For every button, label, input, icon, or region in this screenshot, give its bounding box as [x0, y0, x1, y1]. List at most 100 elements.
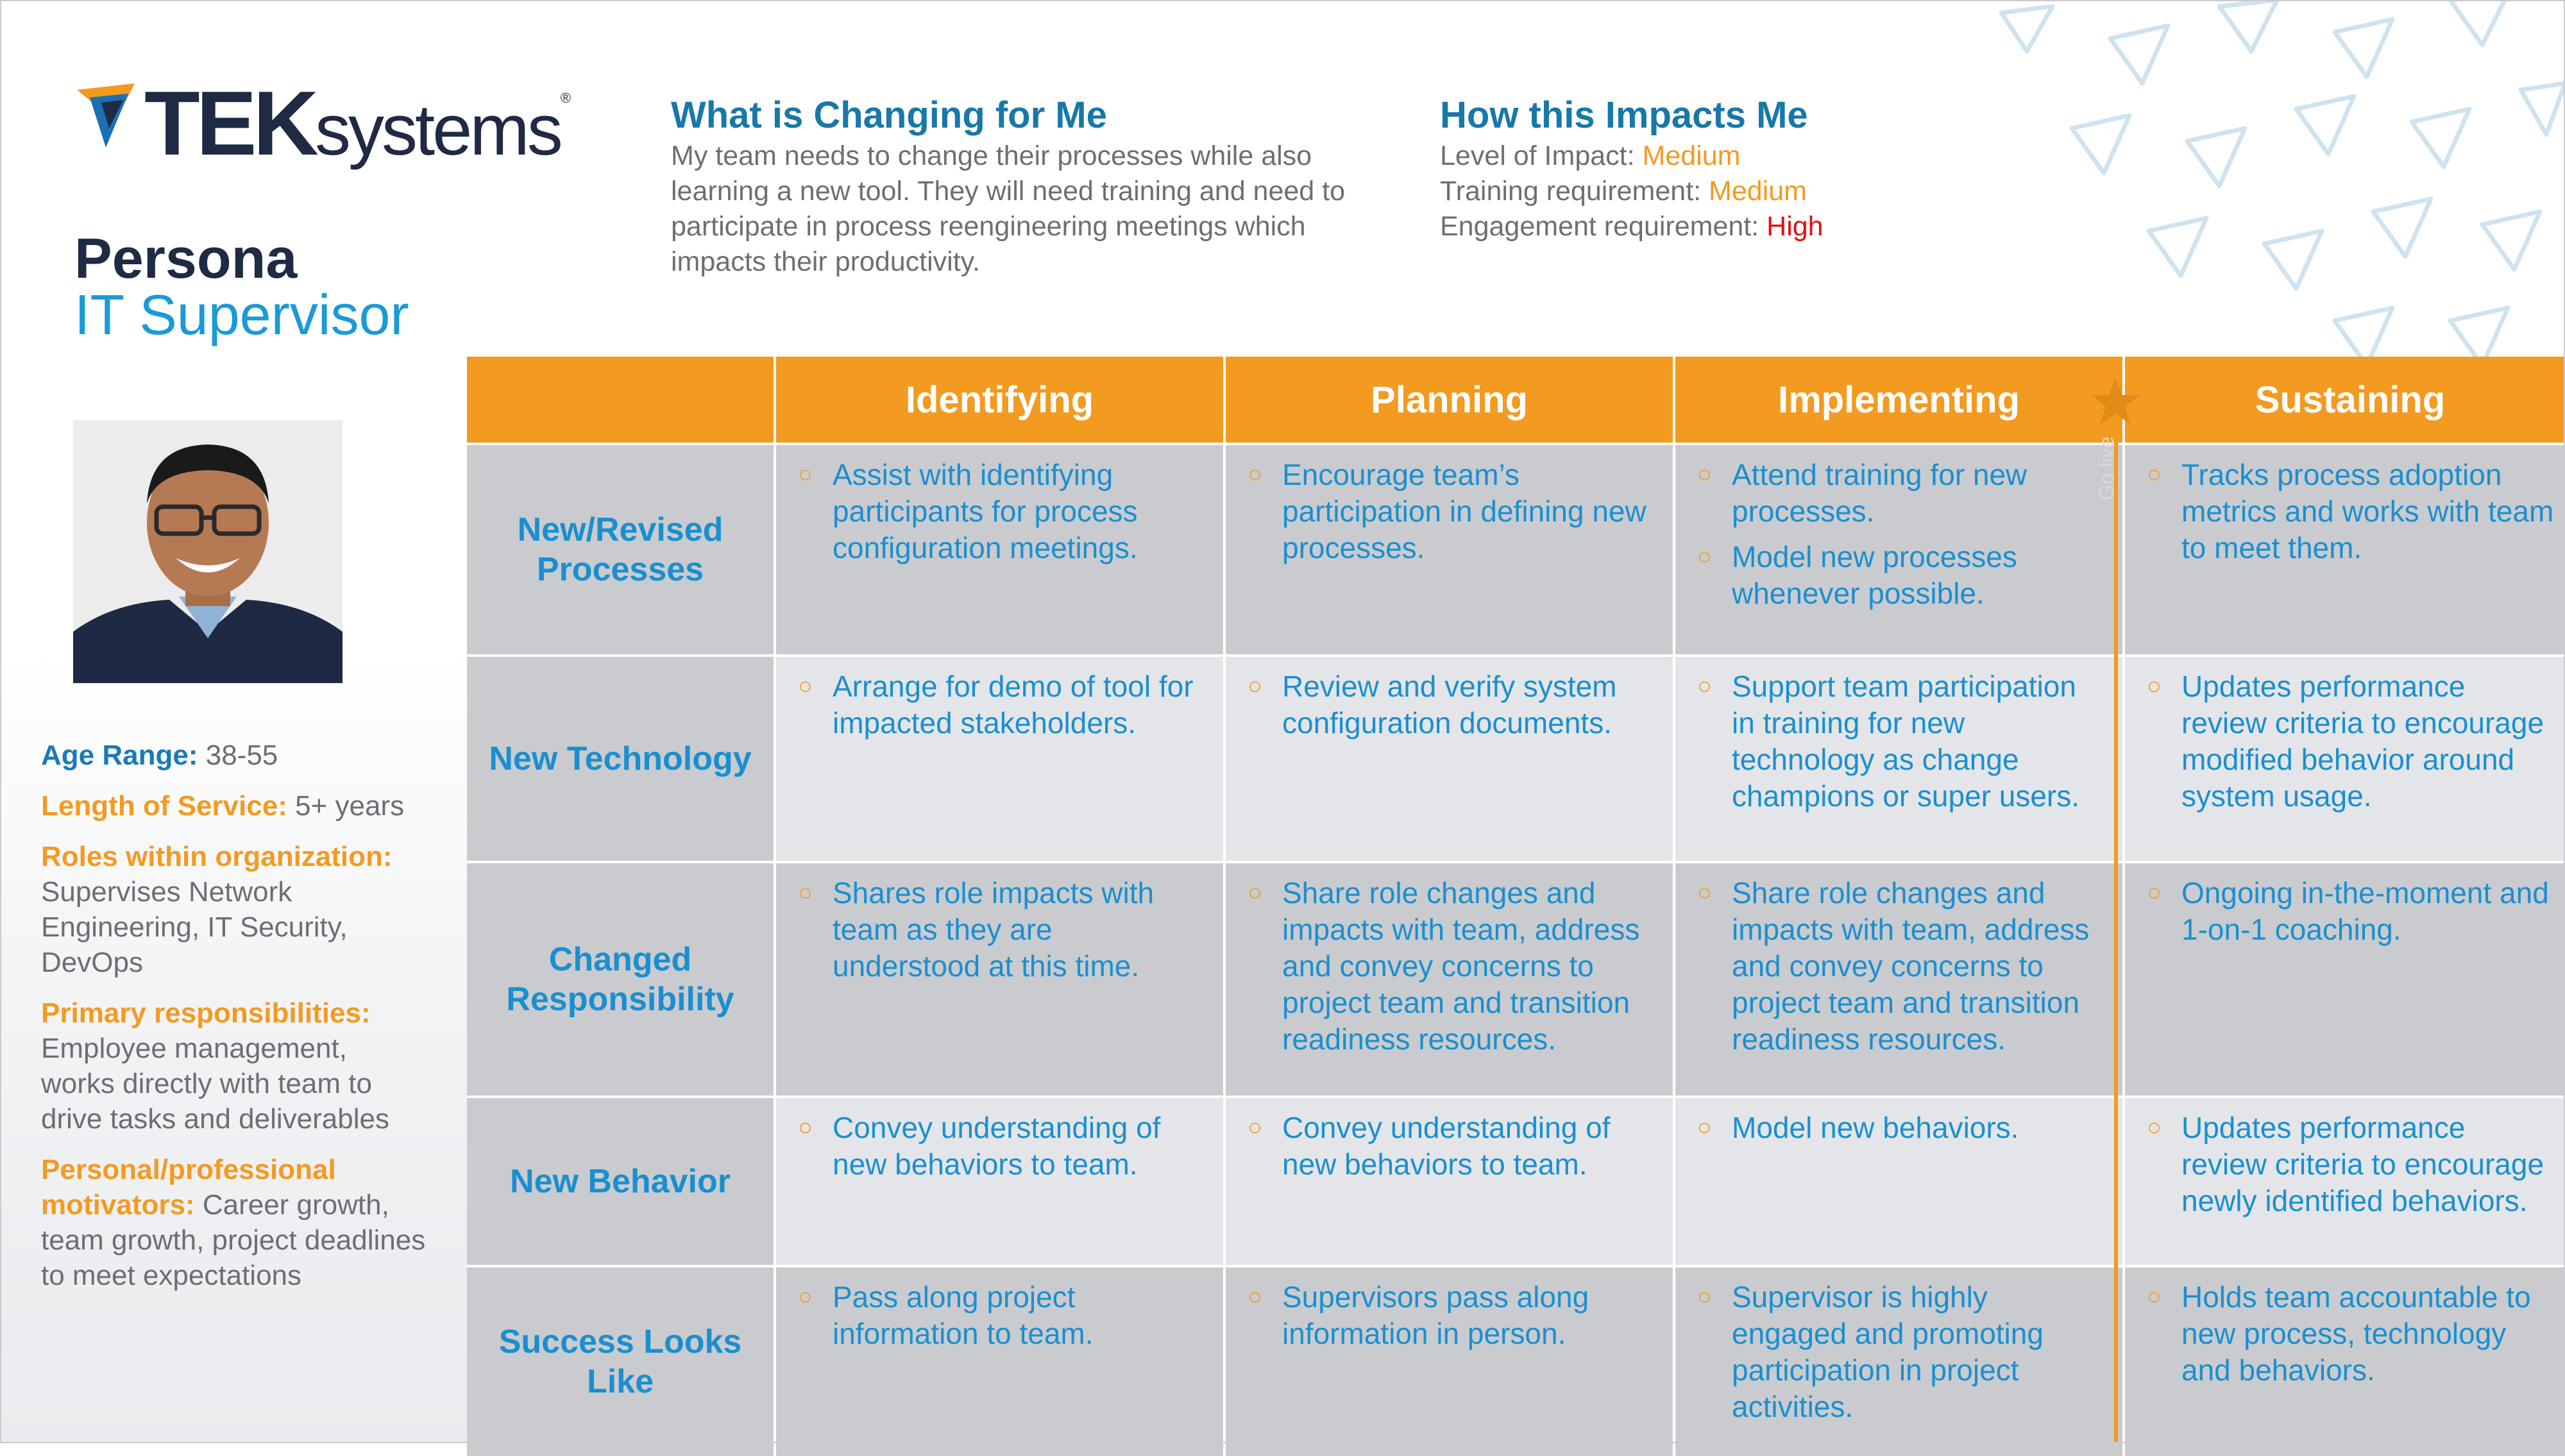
phase-header: Planning — [1226, 357, 1673, 443]
impact-level-label: Level of Impact: — [1440, 140, 1643, 171]
table-cell: ○ Convey understanding of new behaviors t… — [776, 1098, 1223, 1265]
list-item-text: Supervisors pass along information in pe… — [1282, 1280, 1589, 1350]
list-item-text: Updates performance review criteria to e… — [2181, 670, 2544, 813]
row-label: Success Looks Like — [467, 1267, 774, 1456]
list-item: ○ Arrange for demo of tool for impacted s… — [798, 668, 1204, 741]
table-cell: ○ Arrange for demo of tool for impacted s… — [776, 657, 1223, 861]
list-item-text: Arrange for demo of tool for impacted st… — [833, 670, 1194, 740]
logo-registered-mark: ® — [560, 90, 571, 106]
persona-role: IT Supervisor — [74, 283, 409, 346]
go-live-star-icon — [2091, 377, 2140, 425]
table-cell: ○ Supervisor is highly engaged and promot… — [1675, 1267, 2122, 1456]
list-item-text: Review and verify system configuration d… — [1282, 670, 1617, 740]
logo-mark-icon — [77, 83, 135, 148]
list-item-text: Convey understanding of new behaviors to… — [833, 1111, 1161, 1181]
change-impact-table: Identifying Planning Implementing Sustai… — [467, 357, 2565, 1456]
bullet-circle-icon: ○ — [1248, 461, 1262, 488]
phase-header: Sustaining — [2125, 357, 2565, 443]
table-cell: ○ Share role changes and impacts with tea… — [1226, 863, 1673, 1096]
age-range-line: Age Range: 38-55 — [41, 738, 426, 773]
responsibilities-value: Employee management, works directly with… — [41, 1033, 389, 1135]
impacts-title: How this Impacts Me — [1440, 94, 1808, 136]
table-cell: ○ Pass along project information to team. — [776, 1267, 1223, 1456]
list-item-text: Pass along project information to team. — [833, 1280, 1094, 1350]
list-item-text: Assist with identifying participants for… — [833, 458, 1138, 564]
list-item-text: Updates performance review criteria to e… — [2181, 1111, 2544, 1217]
persona-photo — [73, 420, 343, 683]
bullet-circle-icon: ○ — [1697, 1283, 1712, 1310]
list-item-text: Shares role impacts with team as they ar… — [833, 876, 1155, 983]
responsibilities-label: Primary responsibilities: — [41, 997, 371, 1029]
impacts-body: Level of Impact: Medium Training require… — [1440, 139, 2017, 244]
bullet-circle-icon: ○ — [2147, 1283, 2162, 1310]
changing-body: My team needs to change their processes … — [671, 140, 1346, 277]
impact-level-line: Level of Impact: Medium — [1440, 139, 2017, 174]
list-item: ○ Holds team accountable to new process, … — [2147, 1279, 2556, 1389]
bullet-circle-icon: ○ — [1697, 673, 1712, 700]
triangle-pattern-decoration — [1999, 0, 2565, 368]
list-item: ○ Updates performance review criteria to … — [2147, 1110, 2556, 1219]
length-of-service-label: Length of Service: — [41, 790, 287, 822]
list-item: ○ Model new processes whenever possible. — [1697, 539, 2103, 612]
length-of-service-value: 5+ years — [295, 790, 405, 822]
list-item-text: Holds team accountable to new process, t… — [2181, 1280, 2531, 1387]
list-item: ○ Updates performance review criteria to … — [2147, 668, 2556, 815]
row-label: Changed Responsibility — [467, 863, 774, 1096]
list-item: ○ Supervisors pass along information in p… — [1248, 1279, 1654, 1352]
list-item-text: Convey understanding of new behaviors to… — [1282, 1111, 1611, 1181]
list-item: ○ Attend training for new processes. — [1697, 457, 2103, 530]
list-item: ○ Convey understanding of new behaviors t… — [1248, 1110, 1654, 1183]
training-requirement-value: Medium — [1709, 176, 1807, 207]
list-item-text: Attend training for new processes. — [1732, 458, 2027, 528]
portrait-illustration — [73, 420, 343, 683]
list-item-text: Share role changes and impacts with team… — [1732, 876, 2090, 1056]
table-cell: ○ Supervisors pass along information in p… — [1226, 1267, 1673, 1456]
row-label: New/Revised Processes — [467, 445, 774, 654]
table-cell: ○ Encourage team’s participation in defin… — [1226, 445, 1673, 654]
bullet-circle-icon: ○ — [1248, 879, 1262, 906]
bullet-circle-icon: ○ — [1248, 673, 1262, 700]
list-item: ○ Model new behaviors. — [1697, 1110, 2103, 1146]
table-cell: ○ Updates performance review criteria to … — [2125, 1098, 2565, 1265]
list-item-text: Support team participation in training f… — [1732, 670, 2080, 813]
list-item: ○ Review and verify system configuration … — [1248, 668, 1654, 741]
logo-systems-text: systems — [315, 90, 563, 170]
training-requirement-label: Training requirement: — [1440, 176, 1709, 207]
bullet-circle-icon: ○ — [798, 461, 813, 488]
bullet-circle-icon: ○ — [798, 1283, 813, 1310]
length-of-service-line: Length of Service: 5+ years — [41, 788, 426, 824]
persona-label: Persona — [74, 226, 298, 290]
bullet-circle-icon: ○ — [1697, 1114, 1712, 1141]
list-item-text: Ongoing in-the-moment and 1-on-1 coachin… — [2181, 876, 2549, 946]
age-range-label: Age Range: — [41, 740, 198, 771]
training-requirement-line: Training requirement: Medium — [1440, 174, 2017, 209]
table-cell: ○ Convey understanding of new behaviors t… — [1226, 1098, 1673, 1265]
bullet-circle-icon: ○ — [2147, 1114, 2162, 1141]
row-label: New Technology — [467, 657, 774, 861]
table-cell: ○ Support team participation in training … — [1675, 657, 2122, 861]
table-cell: ○ Assist with identifying participants fo… — [776, 445, 1223, 654]
bullet-circle-icon: ○ — [2147, 673, 2162, 700]
phase-header: Implementing — [1675, 357, 2122, 443]
teksystems-logo: TEKsystems® — [77, 76, 571, 172]
bullet-circle-icon: ○ — [1697, 879, 1712, 906]
sidebar-background — [0, 0, 467, 1443]
list-item-text: Model new behaviors. — [1732, 1111, 2019, 1144]
motivators-value: Career growth, team growth, project dead… — [41, 1189, 426, 1291]
row-label: New Behavior — [467, 1098, 774, 1265]
table-cell: ○ Model new behaviors. — [1675, 1098, 2122, 1265]
motivators-label: Personal/professional motivators: — [41, 1154, 336, 1221]
bullet-circle-icon: ○ — [798, 673, 813, 700]
table-cell: ○ Shares role impacts with team as they a… — [776, 863, 1223, 1096]
phase-header: Identifying — [776, 357, 1223, 443]
logo-wordmark: TEKsystems® — [144, 76, 571, 200]
table-cell: ○ Attend training for new processes. ○ Mode… — [1675, 445, 2122, 654]
motivators-line: Personal/professional motivators: Career… — [41, 1152, 426, 1293]
roles-line: Roles within organization: Supervises Ne… — [41, 839, 426, 980]
list-item: ○ Supervisor is highly engaged and promot… — [1697, 1279, 2103, 1425]
table-cell: ○ Holds team accountable to new process, … — [2125, 1267, 2565, 1456]
list-item: ○ Shares role impacts with team as they a… — [798, 875, 1204, 985]
list-item: ○ Pass along project information to team. — [798, 1279, 1204, 1352]
bullet-circle-icon: ○ — [1697, 543, 1712, 570]
list-item: ○ Convey understanding of new behaviors t… — [798, 1110, 1204, 1183]
